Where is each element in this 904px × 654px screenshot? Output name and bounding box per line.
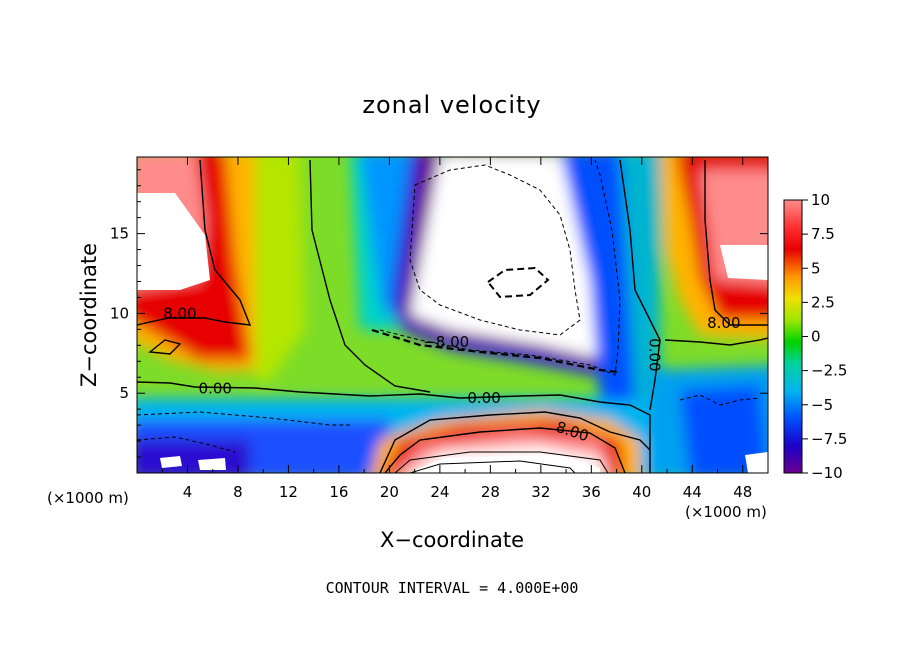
x-tick-label: 8 <box>233 483 243 501</box>
y-tick-label: 5 <box>119 384 129 402</box>
contour-label: 0.00 <box>645 338 663 371</box>
contour-label: 0.00 <box>467 389 500 407</box>
y-axis-label: Z−coordinate <box>77 243 101 387</box>
chart-title: zonal velocity <box>362 91 541 119</box>
y-tick-label: 10 <box>110 304 129 322</box>
x-tick-label: 44 <box>683 483 702 501</box>
colorbar-tick-label: 7.5 <box>811 225 835 243</box>
x-unit-right: (×1000 m) <box>685 503 767 521</box>
contour-label: 0.00 <box>199 379 232 397</box>
contour-label: 8.00 <box>163 304 196 322</box>
x-tick-label: 24 <box>430 483 449 501</box>
colorbar-tick-label: 10 <box>811 191 830 209</box>
colorbar-tick-label: 5 <box>811 259 821 277</box>
colorbar-tick-label: −5 <box>811 396 833 414</box>
contour-label: 8.00 <box>707 314 740 332</box>
colorbar-tick-label: 2.5 <box>811 293 835 311</box>
x-tick-label: 12 <box>279 483 298 501</box>
x-tick-label: 40 <box>632 483 651 501</box>
contour-interval-note: CONTOUR INTERVAL = 4.000E+00 <box>326 579 579 597</box>
colorbar-tick-label: 0 <box>811 328 821 346</box>
x-tick-label: 28 <box>481 483 500 501</box>
velocity-field: 8.00−8.000.000.008.000.008.00 <box>137 157 768 473</box>
x-tick-label: 48 <box>733 483 752 501</box>
x-axis-label: X−coordinate <box>380 528 524 552</box>
colorbar-tick-label: −7.5 <box>811 430 847 448</box>
x-tick-label: 20 <box>380 483 399 501</box>
x-tick-label: 4 <box>183 483 193 501</box>
y-axis-ticks: 5 10 15 <box>110 169 768 458</box>
colorbar-tick-label: −10 <box>811 464 843 482</box>
contour-label: −8.00 <box>423 333 469 351</box>
x-tick-label: 16 <box>329 483 348 501</box>
colorbar <box>783 199 803 474</box>
x-tick-label: 32 <box>531 483 550 501</box>
colorbar-tick-label: −2.5 <box>811 362 847 380</box>
x-tick-label: 36 <box>582 483 601 501</box>
colorbar-ticks: 10 7.5 5 2.5 0 −2.5 −5 −7.5 −10 <box>802 191 847 482</box>
x-unit-left: (×1000 m) <box>47 489 129 507</box>
y-tick-label: 15 <box>110 225 129 243</box>
x-axis-ticks: 4 8 12 16 20 24 28 32 36 40 44 48 <box>161 157 752 501</box>
plot-frame <box>136 156 769 474</box>
